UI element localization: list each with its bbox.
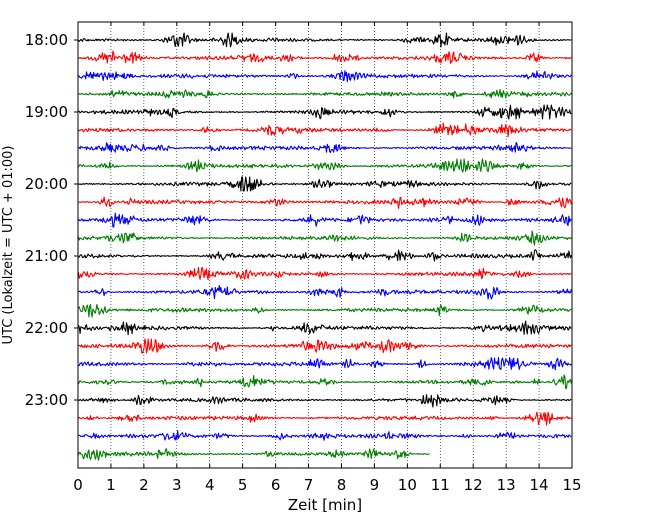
y-tick-label: 20:00 [25,175,68,193]
x-tick-label: 10 [398,476,417,494]
seismic-trace [78,196,572,209]
x-axis-label: Zeit [min] [288,496,362,514]
seismic-trace [78,303,572,318]
plot-frame [77,21,573,469]
seismic-trace [78,212,572,228]
seismic-trace [78,32,572,48]
x-tick-label: 12 [464,476,483,494]
y-tick-label: 21:00 [25,247,68,265]
seismic-trace [78,89,572,99]
x-tick-label: 13 [497,476,516,494]
x-tick-label: 4 [205,476,215,494]
seismic-trace [78,285,572,300]
seismic-trace [78,158,572,173]
x-tick-label: 14 [530,476,549,494]
x-tick-label: 5 [238,476,248,494]
x-tick-label: 2 [139,476,149,494]
grid-lines [110,22,540,468]
x-axis-ticks: 0 1 2 3 4 5 6 7 8 9 10 11 12 13 14 15 [73,22,582,494]
seismic-trace [77,374,572,390]
seismic-trace [77,266,572,281]
x-tick-label: 8 [337,476,347,494]
seismic-trace [78,176,572,192]
seismic-trace [78,394,572,408]
seismic-trace [78,141,572,154]
seismic-trace [77,230,572,246]
y-tick-label: 22:00 [25,319,68,337]
x-tick-label: 1 [106,476,116,494]
seismic-trace [78,411,572,426]
x-tick-label: 7 [304,476,314,494]
seismic-trace [78,356,572,371]
seismic-trace [78,249,572,262]
y-axis-ticks: 18:00 19:00 20:00 21:00 22:00 23:00 [25,31,78,409]
y-axis-label: UTC (Lokalzeit = UTC + 01:00) [1,146,16,345]
x-tick-label: 9 [370,476,380,494]
y-tick-label: 23:00 [25,391,68,409]
y-tick-label: 18:00 [25,31,68,49]
x-tick-label: 0 [73,476,83,494]
x-tick-label: 15 [562,476,581,494]
traces [77,32,572,461]
seismic-trace [78,70,572,83]
x-tick-label: 6 [271,476,281,494]
seismic-trace [77,320,572,336]
y-tick-label: 19:00 [25,103,68,121]
x-tick-label: 3 [172,476,182,494]
seismic-trace [78,50,572,65]
seismic-trace [78,104,572,120]
seismic-trace [78,430,572,441]
seismic-trace [78,338,572,354]
x-tick-label: 11 [431,476,450,494]
seismic-trace [78,122,572,138]
seismic-trace [77,448,430,461]
